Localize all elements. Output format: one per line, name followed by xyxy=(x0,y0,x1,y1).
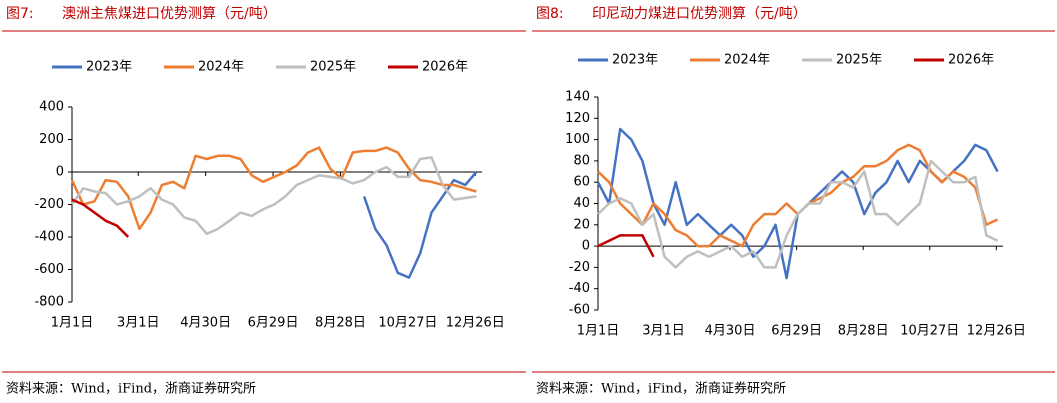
x-tick-label: 4月30日 xyxy=(705,324,756,339)
source-note: 资料来源：Wind，iFind，浙商证券研究所 xyxy=(536,381,786,397)
y-tick-label: 400 xyxy=(39,100,64,115)
chart-title: 印尼动力煤进口优势测算（元/吨） xyxy=(592,6,807,22)
y-tick-label: -20 xyxy=(569,260,590,275)
series-line xyxy=(362,171,478,279)
series-line xyxy=(70,156,477,236)
legend-label: 2026年 xyxy=(422,60,468,75)
x-tick-label: 8月28日 xyxy=(838,324,889,339)
x-tick-label: 1月1日 xyxy=(51,316,94,331)
series-line xyxy=(71,198,130,238)
y-tick-label: 20 xyxy=(573,217,590,232)
x-tick-label: 3月1日 xyxy=(117,316,160,331)
x-tick-label: 6月29日 xyxy=(248,316,299,331)
x-tick-label: 10月27日 xyxy=(900,324,959,339)
y-tick-label: 0 xyxy=(56,165,64,180)
x-tick-label: 3月1日 xyxy=(642,324,685,339)
y-tick-label: -200 xyxy=(34,197,64,212)
y-tick-label: -600 xyxy=(34,262,64,277)
series-line xyxy=(597,159,999,269)
x-tick-label: 4月30日 xyxy=(180,316,231,331)
figure-label: 图7: xyxy=(6,6,34,22)
y-tick-label: 80 xyxy=(573,153,590,168)
y-tick-label: 140 xyxy=(565,90,590,105)
legend-label: 2024年 xyxy=(198,60,244,75)
x-tick-label: 10月27日 xyxy=(378,316,437,331)
y-tick-label: 120 xyxy=(565,111,590,126)
series-line xyxy=(597,234,655,258)
y-tick-label: 40 xyxy=(573,196,590,211)
source-note: 资料来源：Wind，iFind，浙商证券研究所 xyxy=(6,381,256,397)
y-tick-label: -40 xyxy=(569,281,590,296)
y-tick-label: -800 xyxy=(34,295,64,310)
legend-label: 2025年 xyxy=(836,53,882,68)
y-tick-label: 60 xyxy=(573,175,590,190)
legend-label: 2024年 xyxy=(724,53,770,68)
x-tick-label: 1月1日 xyxy=(577,324,620,339)
y-tick-label: 100 xyxy=(565,132,590,147)
y-tick-label: -60 xyxy=(569,303,590,318)
series-line xyxy=(596,127,999,280)
figure-label: 图8: xyxy=(536,6,564,22)
legend-label: 2026年 xyxy=(948,53,994,68)
series-line xyxy=(70,146,477,231)
legend-label: 2023年 xyxy=(612,53,658,68)
y-tick-label: 200 xyxy=(39,132,64,147)
x-tick-label: 6月29日 xyxy=(771,324,822,339)
legend-label: 2025年 xyxy=(310,60,356,75)
x-tick-label: 12月26日 xyxy=(446,316,505,331)
y-tick-label: -400 xyxy=(34,230,64,245)
x-tick-label: 12月26日 xyxy=(967,324,1026,339)
x-tick-label: 8月28日 xyxy=(315,316,366,331)
chart-title: 澳洲主焦煤进口优势测算（元/吨） xyxy=(62,6,277,22)
legend-label: 2023年 xyxy=(86,60,132,75)
y-tick-label: 0 xyxy=(582,239,590,254)
